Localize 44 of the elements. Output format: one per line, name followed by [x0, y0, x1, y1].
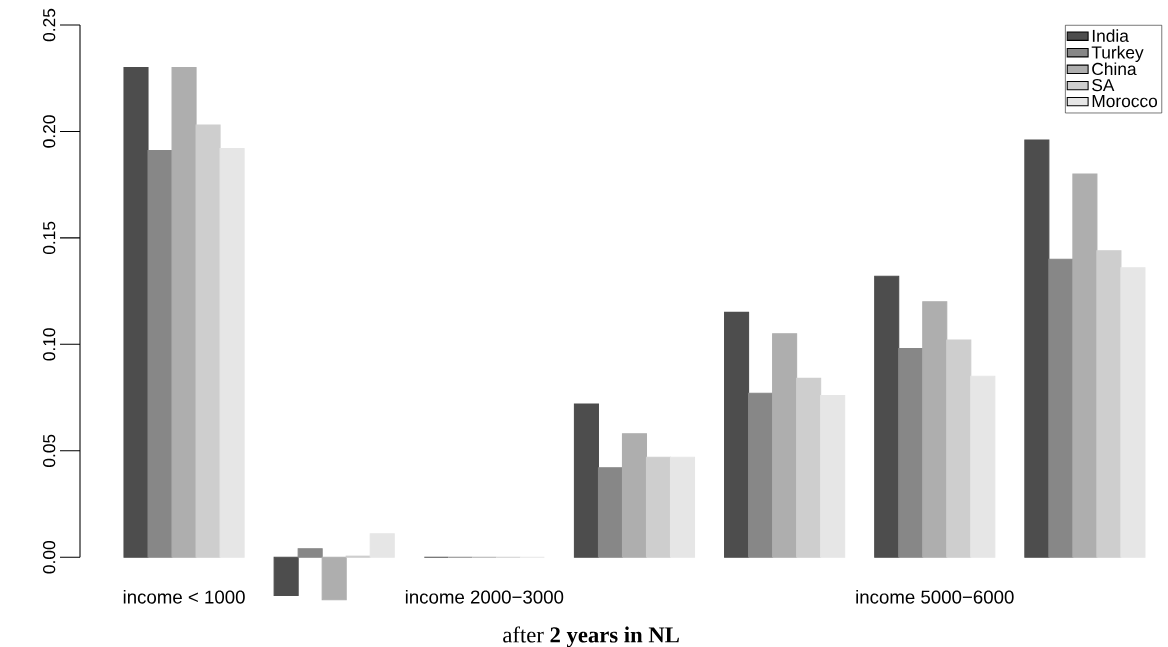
- bar: [645, 456, 672, 558]
- bar: [321, 556, 347, 601]
- legend-label: SA: [1092, 78, 1115, 92]
- bar: [621, 433, 648, 558]
- bar: [219, 147, 245, 558]
- x-axis-title: after 2 years in NL: [503, 626, 679, 647]
- bar: [273, 556, 299, 597]
- bar: [820, 394, 846, 558]
- bar: [946, 339, 972, 558]
- y-tick-label: 0.00: [43, 541, 56, 574]
- y-tick-label: 0.10: [43, 328, 56, 361]
- bar: [1048, 258, 1074, 558]
- bar: [297, 548, 323, 558]
- bar: [147, 150, 173, 558]
- bar: [195, 124, 221, 558]
- legend-label: Turkey: [1091, 45, 1144, 62]
- bar: [369, 533, 395, 558]
- bar: [724, 311, 750, 558]
- bar: [1024, 139, 1050, 558]
- bar: [1072, 173, 1098, 558]
- y-tick-label: 0.05: [43, 434, 56, 467]
- bar: [1096, 250, 1122, 558]
- legend-label: Morocco: [1092, 95, 1158, 108]
- bar: [171, 67, 197, 558]
- legend-label: China: [1092, 62, 1137, 76]
- x-tick-label: income 2000−3000: [405, 589, 564, 604]
- y-tick-label: 0.25: [43, 8, 56, 42]
- bar: [772, 333, 798, 558]
- bar: [597, 467, 623, 558]
- bar: [669, 456, 696, 558]
- bar: [123, 67, 149, 558]
- bar: [748, 392, 774, 558]
- bar: [898, 348, 924, 558]
- bar: [874, 275, 900, 558]
- legend-label: India: [1092, 29, 1129, 42]
- bar: [796, 377, 822, 558]
- bar: [922, 301, 948, 558]
- y-tick-label: 0.15: [43, 221, 56, 255]
- x-tick-label: income 5000−6000: [856, 589, 1014, 604]
- bar: [1120, 267, 1146, 558]
- y-tick-label: 0.20: [43, 115, 56, 148]
- x-tick-label: income < 1000: [123, 589, 245, 604]
- bar: [573, 403, 599, 558]
- bar: [970, 375, 996, 558]
